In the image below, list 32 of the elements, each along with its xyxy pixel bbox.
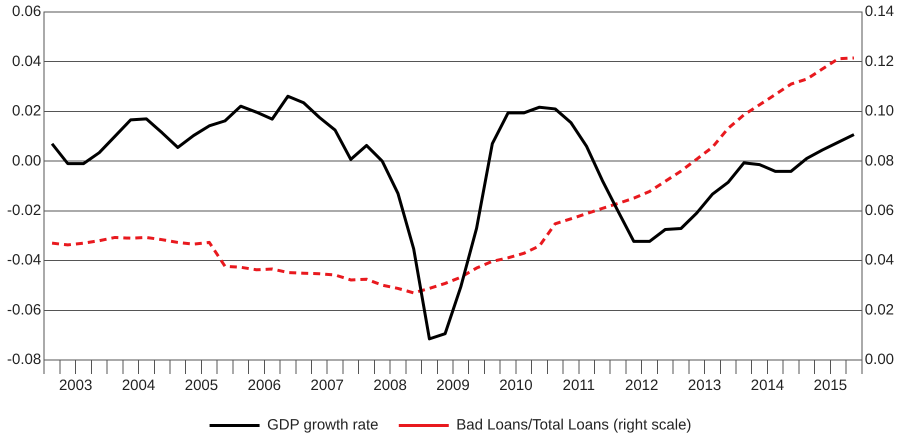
y2-tick-label: 0.10 bbox=[864, 102, 894, 120]
y-tick-label: 0.06 bbox=[12, 3, 42, 20]
x-tick-label: 2014 bbox=[750, 377, 784, 394]
y-tick-label: -0.06 bbox=[6, 301, 42, 318]
y2-tick-label: 0.00 bbox=[864, 351, 894, 368]
x-tick-label: 2013 bbox=[688, 377, 722, 394]
y-tick-label: -0.04 bbox=[6, 252, 42, 269]
y-tick-label: -0.02 bbox=[6, 202, 42, 219]
x-tick-label: 2012 bbox=[624, 377, 658, 394]
x-tick-label: 2005 bbox=[184, 377, 218, 394]
x-tick-label: 2006 bbox=[248, 377, 282, 394]
x-tick-label: 2009 bbox=[436, 377, 470, 394]
legend-label: GDP growth rate bbox=[267, 416, 379, 434]
x-tick-label: 2004 bbox=[122, 377, 156, 394]
y-tick-label: -0.08 bbox=[6, 351, 42, 368]
y2-tick-label: 0.08 bbox=[864, 152, 894, 170]
x-tick-label: 2007 bbox=[310, 377, 344, 394]
y-tick-label: 0.02 bbox=[12, 102, 42, 120]
y2-tick-label: 0.06 bbox=[864, 202, 894, 219]
x-tick-label: 2015 bbox=[814, 377, 848, 394]
x-tick-label: 2008 bbox=[373, 377, 407, 394]
y-tick-label: 0.04 bbox=[12, 52, 42, 70]
y2-tick-label: 0.04 bbox=[864, 252, 894, 269]
x-tick-label: 2010 bbox=[499, 377, 533, 394]
x-tick-label: 2011 bbox=[562, 377, 595, 394]
y2-tick-label: 0.12 bbox=[864, 52, 894, 70]
y2-tick-label: 0.02 bbox=[864, 301, 894, 318]
x-tick-label: 2003 bbox=[58, 377, 92, 394]
y2-tick-label: 0.14 bbox=[864, 3, 894, 20]
legend-label: Bad Loans/Total Loans (right scale) bbox=[456, 416, 692, 434]
y-tick-label: 0.00 bbox=[12, 152, 42, 170]
line-series bbox=[50, 56, 856, 294]
